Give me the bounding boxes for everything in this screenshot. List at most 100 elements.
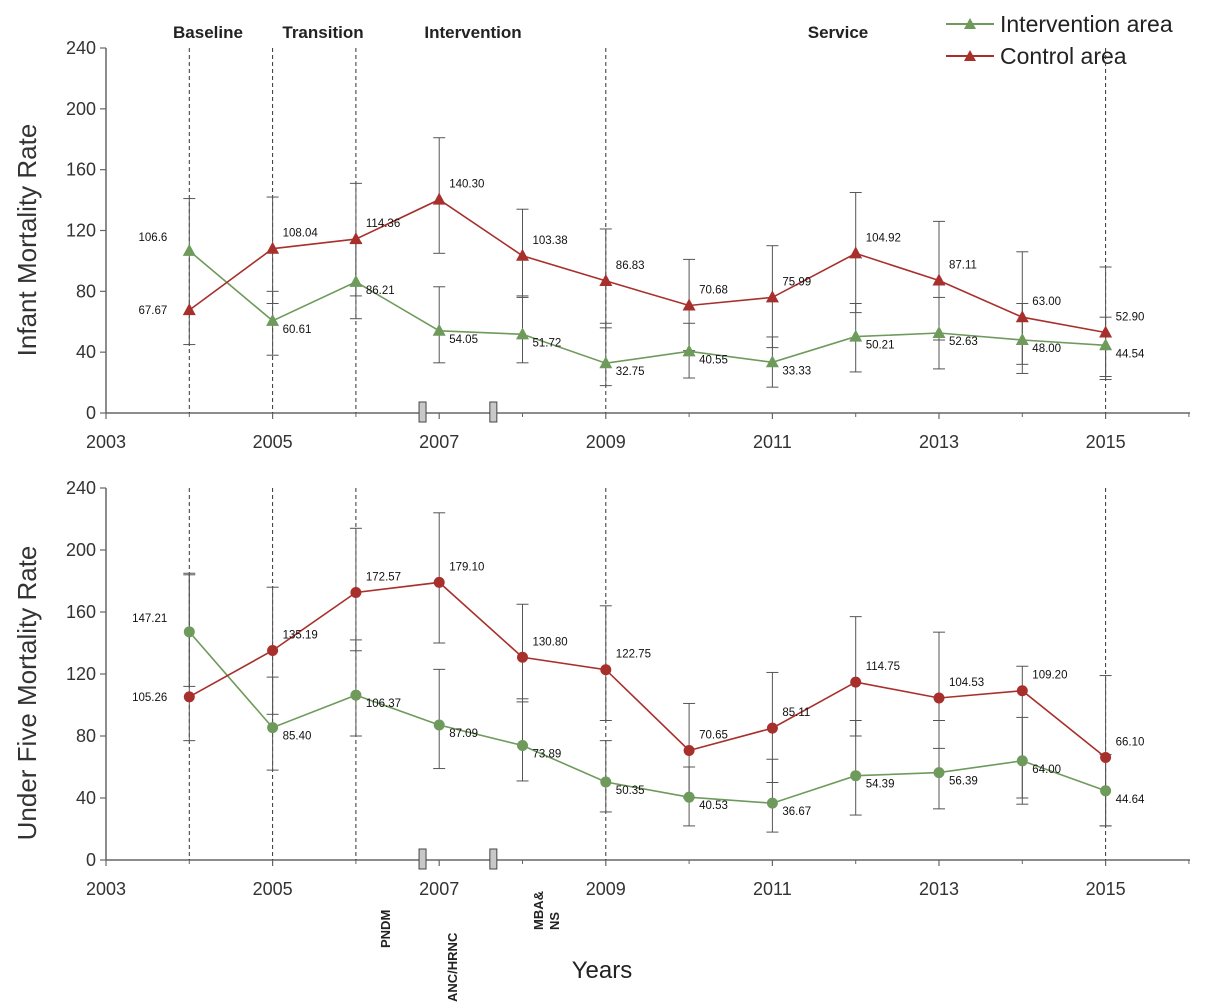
u5mr-control-data-label: 130.80 xyxy=(533,636,568,648)
imr-control-point xyxy=(182,303,196,316)
u5mr-intervention-line xyxy=(188,631,1106,805)
u5mr-intervention-data-label: 56.39 xyxy=(949,776,978,788)
u5mr-control-point xyxy=(350,587,362,599)
imr-x-tick-label: 2011 xyxy=(753,432,792,452)
x-axis-title: Years xyxy=(572,957,633,984)
u5mr-x-tick-label: 2003 xyxy=(86,879,126,899)
infant-mortality-y-title: Infant Mortality Rate xyxy=(12,124,42,357)
imr-intervention-data-label: 40.55 xyxy=(699,354,728,366)
imr-control-data-label: 140.30 xyxy=(449,179,484,191)
u5mr-x-tick-label: 2005 xyxy=(253,879,293,899)
u5mr-control-point xyxy=(600,664,612,676)
imr-y-tick-label: 120 xyxy=(66,221,96,241)
imr-control-data-label: 86.83 xyxy=(616,260,645,272)
imr-intervention-point xyxy=(432,323,446,336)
u5mr-intervention-point xyxy=(1016,755,1028,767)
imr-control-point xyxy=(599,273,613,286)
imr-intervention-data-label: 51.72 xyxy=(533,337,562,349)
u5mr-intervention-data-label: 147.21 xyxy=(132,613,167,625)
imr-control-point xyxy=(849,246,863,259)
imr-control-data-label: 108.04 xyxy=(283,228,319,240)
u5mr-control-data-label: 109.20 xyxy=(1032,670,1067,682)
imr-intervention-point xyxy=(1099,338,1113,351)
imr-intervention-data-label: 44.54 xyxy=(1116,348,1145,360)
phase-label-baseline: Baseline xyxy=(173,23,243,42)
u5mr-intervention-point xyxy=(683,791,695,803)
imr-y-tick-label: 0 xyxy=(86,403,96,423)
event-label-pndm: PNDM xyxy=(378,910,393,948)
imr-x-tick-label: 2003 xyxy=(86,432,126,452)
u5mr-x-tick-label: 2013 xyxy=(919,879,959,899)
u5mr-control-data-label: 105.26 xyxy=(132,692,167,704)
u5mr-intervention-data-label: 73.89 xyxy=(533,748,562,760)
legend-label-control: Control area xyxy=(1000,43,1127,69)
u5mr-intervention-point xyxy=(517,739,528,751)
imr-control-point xyxy=(266,241,280,254)
u5mr-control-data-label: 85.11 xyxy=(782,707,810,719)
legend-label-intervention: Intervention area xyxy=(1000,11,1173,37)
imr-intervention-point xyxy=(349,274,363,287)
u5mr-control-point xyxy=(850,676,862,688)
u5mr-intervention-data-label: 87.09 xyxy=(449,728,478,740)
u5mr-intervention-data-label: 44.64 xyxy=(1116,794,1145,806)
imr-control-data-label: 114.36 xyxy=(366,218,400,230)
imr-intervention-point xyxy=(182,243,196,256)
u5mr-intervention-point xyxy=(267,722,279,734)
imr-intervention-data-label: 48.00 xyxy=(1032,343,1061,355)
imr-control-line xyxy=(188,198,1106,334)
phase-label-transition: Transition xyxy=(282,23,363,42)
imr-control-point xyxy=(1099,325,1113,338)
imr-control-point xyxy=(516,248,529,261)
imr-control-data-label: 52.90 xyxy=(1116,312,1145,324)
u5mr-control-data-label: 114.75 xyxy=(866,661,900,673)
imr-control-data-label: 87.11 xyxy=(949,260,977,272)
u5mr-control-point xyxy=(1016,685,1028,697)
imr-control-point xyxy=(432,192,446,205)
u5mr-y-tick-label: 40 xyxy=(76,788,96,808)
imr-intervention-data-label: 106.6 xyxy=(139,232,168,244)
imr-x-tick-label: 2007 xyxy=(419,432,459,452)
imr-intervention-data-label: 54.05 xyxy=(449,334,478,346)
u5mr-control-point xyxy=(1100,752,1112,764)
imr-intervention-data-label: 50.21 xyxy=(866,340,895,352)
u5mr-intervention-data-label: 36.67 xyxy=(782,806,811,818)
u5mr-event-marker xyxy=(418,848,427,870)
infant-mortality-panel: 0 40 80 120 160 200 240 2003 2005 2007 2009 2011 201… xyxy=(66,38,1190,452)
u5mr-control-point xyxy=(933,692,945,704)
event-label-mba-ns-line2: NS xyxy=(547,912,562,930)
imr-control-data-label: 70.68 xyxy=(699,285,728,297)
event-label-mba-ns: MBA& NS xyxy=(531,887,562,930)
u5mr-y-tick-label: 80 xyxy=(76,726,96,746)
u5mr-control-point xyxy=(683,744,695,756)
imr-y-tick-label: 40 xyxy=(76,342,96,362)
legend: Intervention area Control area xyxy=(946,11,1173,69)
imr-intervention-line xyxy=(188,250,1106,365)
imr-control-point xyxy=(1015,310,1029,323)
u5mr-y-tick-label: 160 xyxy=(66,602,96,622)
u5mr-control-data-label: 70.65 xyxy=(699,729,728,741)
u5mr-intervention-point xyxy=(850,770,862,782)
u5mr-intervention-data-label: 106.37 xyxy=(366,698,401,710)
imr-control-data-label: 63.00 xyxy=(1032,296,1061,308)
u5mr-control-point xyxy=(766,722,778,734)
imr-control-data-label: 104.92 xyxy=(866,232,901,244)
imr-y-tick-label: 240 xyxy=(66,38,96,58)
event-label-anc-hrnc: ANC/HRNC xyxy=(445,932,460,1002)
imr-intervention-point xyxy=(932,325,946,338)
imr-control-data-label: 67.67 xyxy=(139,305,168,317)
u5mr-control-data-label: 135.19 xyxy=(283,629,318,641)
phase-label-intervention: Intervention xyxy=(424,23,521,42)
imr-control-point xyxy=(349,232,363,245)
imr-control-point xyxy=(682,298,696,311)
imr-intervention-point xyxy=(599,356,613,369)
u5mr-control-data-label: 122.75 xyxy=(616,649,651,661)
imr-intervention-data-label: 86.21 xyxy=(366,285,395,297)
u5mr-y-tick-label: 240 xyxy=(66,478,96,498)
u5mr-intervention-point xyxy=(933,767,945,779)
imr-intervention-data-label: 33.33 xyxy=(782,365,811,377)
imr-event-marker xyxy=(418,401,427,423)
u5mr-x-tick-label: 2011 xyxy=(753,879,792,899)
imr-control-point xyxy=(765,290,779,303)
u5mr-intervention-data-label: 40.53 xyxy=(699,800,728,812)
